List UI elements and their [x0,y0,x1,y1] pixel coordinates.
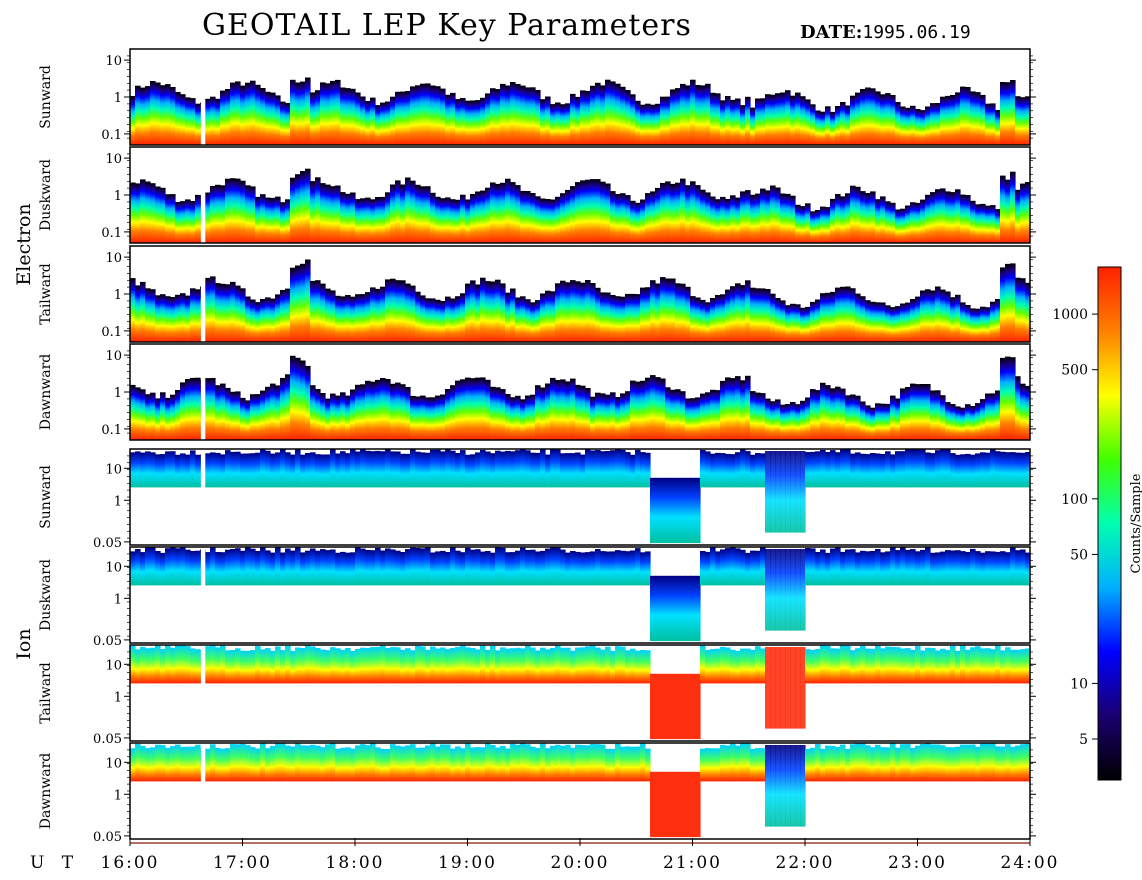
y-tick-label: 0.1 [101,423,122,438]
electron-sunward-panel [129,48,1031,146]
time-tick-label: 22:00 [776,853,835,873]
y-tick-label: 10 [105,658,122,673]
y-tick-label: 10 [105,756,122,771]
y-tick-label: 10 [105,462,122,477]
y-tick-label: 0.1 [101,226,122,241]
panel-direction-label: Dawnward [38,354,54,431]
y-tick-label: 1 [114,91,122,106]
y-tick-label: 10 [105,560,122,575]
panel-direction-label: Sunward [38,65,54,129]
ion-dawnward-panel [129,742,1031,840]
date-display: DATE:1995.06.19 [800,22,971,43]
colorbar-tick-label: 10 [1070,676,1088,692]
electron-duskward-panel [129,146,1031,244]
panel-direction-label: Duskward [38,159,54,231]
colorbar-tick-label: 50 [1070,547,1088,563]
time-tick-label: 20:00 [551,853,610,873]
y-tick-label: 1 [114,494,122,509]
time-tick-label: 24:00 [1001,853,1060,873]
date-label: DATE: [800,22,863,43]
time-axis-label: U T [30,853,79,873]
panel-direction-label: Sunward [38,465,54,529]
y-tick-label: 0.05 [93,634,122,649]
ion-tailward-panel [129,644,1031,742]
y-tick-label: 10 [105,349,122,364]
colorbar-tick-label: 1000 [1052,307,1088,323]
y-tick-label: 10 [105,251,122,266]
y-tick-label: 1 [114,592,122,607]
y-tick-label: 0.1 [101,325,122,340]
time-tick-label: 16:00 [101,853,160,873]
electron-dawnward-panel [129,343,1031,441]
ion-duskward-panel [129,546,1031,644]
y-tick-label: 1 [114,690,122,705]
panel-direction-label: Duskward [38,559,54,631]
panel-direction-label: Tailward [38,263,54,325]
y-tick-label: 1 [114,788,122,803]
date-value: 1995.06.19 [862,22,971,43]
colorbar-tick-label: 100 [1061,492,1088,508]
group-label: Ion [13,628,35,659]
y-tick-label: 1 [114,189,122,204]
y-tick-label: 0.1 [101,128,122,143]
colorbar-tick-label: 5 [1079,732,1088,748]
y-tick-label: 1 [114,386,122,401]
time-tick-label: 18:00 [326,853,385,873]
y-tick-label: 0.05 [93,830,122,845]
colorbar-label: Counts/Sample [1129,473,1142,573]
colorbar [1097,266,1122,781]
y-tick-label: 1 [114,288,122,303]
panel-direction-label: Dawnward [38,753,54,830]
time-tick-label: 19:00 [438,853,497,873]
panel-direction-label: Tailward [38,662,54,724]
time-tick-label: 17:00 [213,853,272,873]
y-tick-label: 0.05 [93,732,122,747]
page-title: GEOTAIL LEP Key Parameters [202,8,692,43]
y-tick-label: 0.05 [93,536,122,551]
colorbar-tick-label: 500 [1061,363,1088,379]
ion-sunward-panel [129,448,1031,546]
electron-tailward-panel [129,245,1031,343]
group-label: Electron [13,203,35,285]
y-tick-label: 10 [105,54,122,69]
time-tick-label: 21:00 [663,853,722,873]
y-tick-label: 10 [105,152,122,167]
time-tick-label: 23:00 [888,853,947,873]
